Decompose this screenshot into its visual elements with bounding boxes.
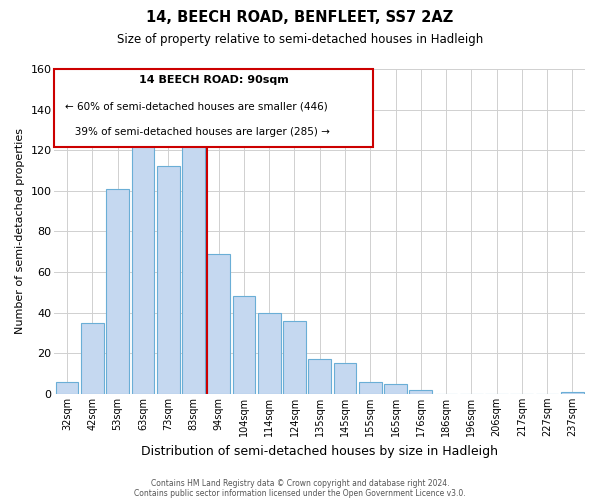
Bar — [131, 144, 154, 394]
Bar — [56, 382, 79, 394]
Bar — [384, 384, 407, 394]
Bar — [208, 254, 230, 394]
FancyBboxPatch shape — [55, 69, 373, 147]
Bar — [561, 392, 584, 394]
X-axis label: Distribution of semi-detached houses by size in Hadleigh: Distribution of semi-detached houses by … — [141, 444, 498, 458]
Bar — [233, 296, 256, 394]
Text: ← 60% of semi-detached houses are smaller (446): ← 60% of semi-detached houses are smalle… — [65, 102, 328, 112]
Bar — [157, 166, 179, 394]
Text: 39% of semi-detached houses are larger (285) →: 39% of semi-detached houses are larger (… — [65, 128, 330, 138]
Bar — [359, 382, 382, 394]
Text: Contains public sector information licensed under the Open Government Licence v3: Contains public sector information licen… — [134, 488, 466, 498]
Bar — [106, 189, 129, 394]
Text: Contains HM Land Registry data © Crown copyright and database right 2024.: Contains HM Land Registry data © Crown c… — [151, 478, 449, 488]
Text: 14, BEECH ROAD, BENFLEET, SS7 2AZ: 14, BEECH ROAD, BENFLEET, SS7 2AZ — [146, 10, 454, 25]
Text: Size of property relative to semi-detached houses in Hadleigh: Size of property relative to semi-detach… — [117, 32, 483, 46]
Bar — [182, 124, 205, 394]
Bar — [409, 390, 432, 394]
Bar — [258, 312, 281, 394]
Bar — [334, 364, 356, 394]
Bar — [283, 321, 306, 394]
Bar — [308, 360, 331, 394]
Bar — [81, 323, 104, 394]
Text: 14 BEECH ROAD: 90sqm: 14 BEECH ROAD: 90sqm — [139, 76, 289, 86]
Y-axis label: Number of semi-detached properties: Number of semi-detached properties — [15, 128, 25, 334]
